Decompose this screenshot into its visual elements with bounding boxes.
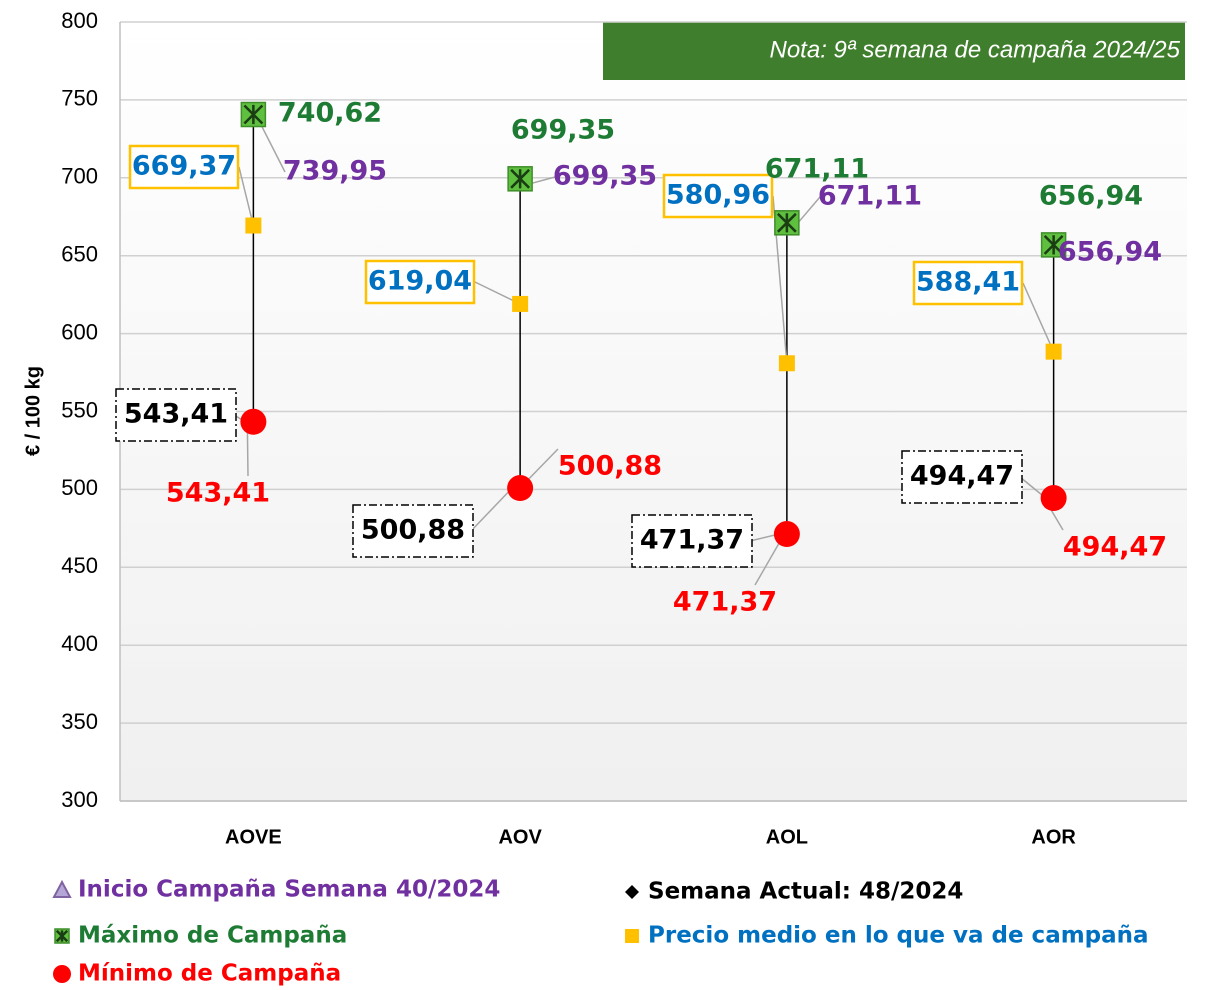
leader-line	[258, 121, 286, 173]
legend-label: Mínimo de Campaña	[78, 961, 341, 987]
y-tick-label: 450	[61, 553, 98, 578]
data-label: 669,37	[132, 151, 236, 182]
leader-line	[246, 427, 249, 477]
min-marker	[507, 475, 534, 502]
legend-item: Máximo de Campaña	[54, 923, 347, 949]
data-label: 699,35	[511, 115, 615, 146]
x-tick-label: AOV	[498, 826, 542, 848]
data-label: 494,47	[910, 461, 1014, 492]
min-marker	[240, 408, 267, 435]
data-label: 671,11	[818, 181, 922, 212]
max-marker	[774, 210, 800, 236]
legend-item: Semana Actual: 48/2024	[625, 879, 963, 905]
note: Nota: 9ª semana de campaña 2024/25	[770, 36, 1181, 63]
data-label: 471,37	[673, 587, 777, 618]
min-marker	[773, 521, 800, 548]
y-tick-label: 700	[61, 164, 98, 189]
label-box	[631, 514, 753, 568]
data-label: 699,35	[553, 161, 657, 192]
average-marker	[1045, 343, 1062, 360]
average-marker	[245, 217, 262, 234]
data-label: 494,47	[1063, 532, 1167, 563]
marker-cross	[55, 929, 69, 943]
average-marker	[512, 295, 529, 312]
y-tick-label: 550	[61, 397, 98, 422]
label-box	[912, 260, 1024, 306]
y-tick-label: 800	[61, 8, 98, 33]
x-tick-label: AOVE	[225, 826, 282, 848]
data-label: 471,37	[640, 525, 744, 556]
data-label: 671,11	[765, 154, 869, 185]
max-marker	[1040, 232, 1067, 258]
note-box	[603, 22, 1185, 80]
x-tick-label: AOL	[766, 826, 808, 848]
legend-marker	[54, 928, 70, 944]
data-label: 619,04	[368, 266, 472, 297]
x-tick-label: AOR	[1031, 826, 1076, 848]
data-label: 543,41	[124, 399, 228, 430]
leader-line	[1022, 282, 1055, 352]
y-tick-label: 400	[61, 631, 98, 656]
legend-label: Máximo de Campaña	[78, 923, 347, 949]
max-marker	[240, 101, 267, 128]
data-label: 740,62	[278, 98, 382, 129]
label-box	[364, 259, 476, 305]
legend-marker	[625, 885, 639, 899]
marker-cross	[510, 168, 531, 189]
data-label: 588,41	[916, 267, 1020, 298]
data-label: 580,96	[666, 180, 770, 211]
y-tick-label: 750	[61, 86, 98, 111]
y-tick-label: 500	[61, 475, 98, 500]
legend-label: Semana Actual: 48/2024	[648, 879, 963, 905]
leader-line	[754, 539, 782, 586]
marker-cross	[776, 212, 797, 233]
y-axis-label: € / 100 kg	[22, 366, 44, 456]
label-box	[115, 388, 237, 442]
min-marker	[1040, 485, 1067, 512]
legend-item: Inicio Campaña Semana 40/2024	[52, 877, 500, 903]
legend-marker	[53, 965, 71, 983]
data-label: 656,94	[1058, 237, 1162, 268]
data-label: 543,41	[166, 478, 270, 509]
leader-line	[238, 166, 255, 226]
y-tick-label: 350	[61, 709, 98, 734]
max-marker	[507, 166, 533, 192]
data-label: 656,94	[1039, 181, 1143, 212]
y-tick-label: 300	[61, 787, 98, 812]
legend-item: Precio medio en lo que va de campaña	[625, 923, 1149, 949]
data-label: 500,88	[361, 515, 465, 546]
legend-label: Precio medio en lo que va de campaña	[648, 923, 1149, 949]
average-marker	[778, 355, 795, 372]
legend-label: Inicio Campaña Semana 40/2024	[78, 877, 500, 903]
label-box	[901, 450, 1023, 504]
marker-cross	[1043, 235, 1064, 255]
legend-item: Mínimo de Campaña	[53, 961, 341, 987]
legend-marker	[625, 929, 639, 943]
legend-marker	[52, 879, 72, 898]
label-box	[352, 504, 474, 558]
y-tick-label: 600	[61, 319, 98, 344]
marker-cross	[243, 104, 264, 125]
label-box	[128, 144, 240, 190]
data-label: 739,95	[283, 156, 387, 187]
y-tick-label: 650	[61, 242, 98, 267]
label-box	[662, 173, 774, 219]
leader-line	[470, 487, 513, 532]
data-label: 500,88	[558, 451, 662, 482]
